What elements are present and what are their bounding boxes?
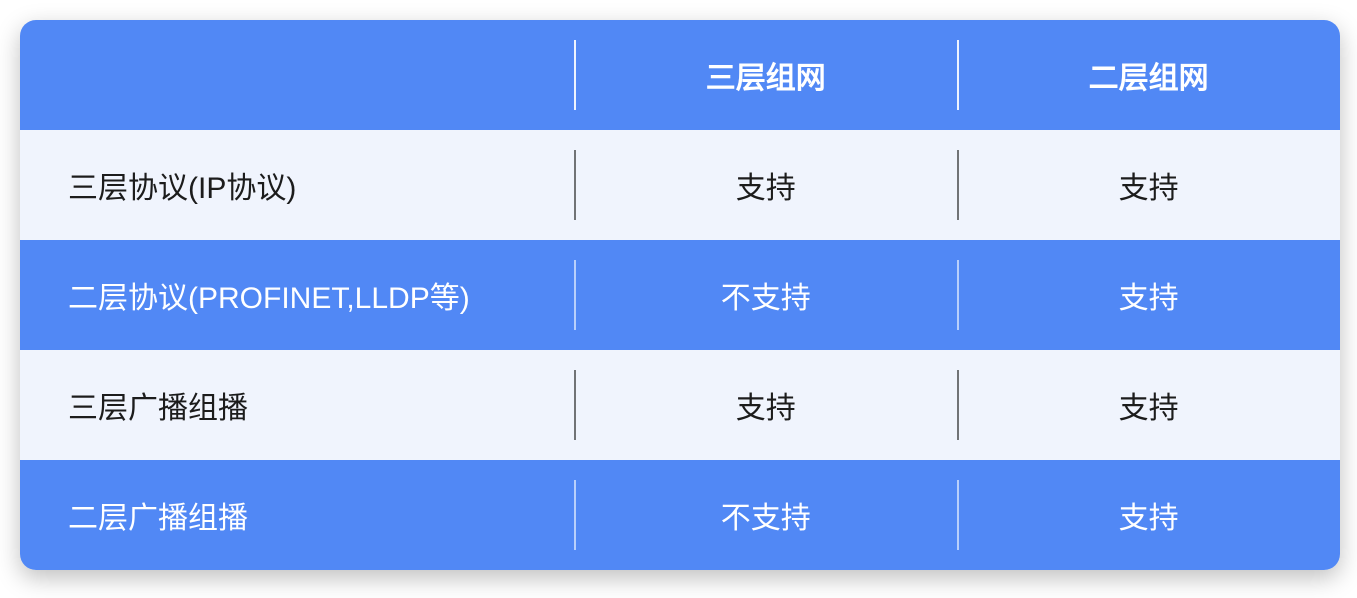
table-row: 二层协议(PROFINET,LLDP等) 不支持 支持 xyxy=(20,240,1340,350)
header-cell-l2: 二层组网 xyxy=(957,20,1340,130)
table-row: 三层协议(IP协议) 支持 支持 xyxy=(20,130,1340,240)
table-row: 三层广播组播 支持 支持 xyxy=(20,350,1340,460)
row-label: 三层广播组播 xyxy=(20,350,574,460)
row-value: 支持 xyxy=(957,350,1340,460)
row-label: 二层协议(PROFINET,LLDP等) xyxy=(20,240,574,350)
table: 三层组网 二层组网 三层协议(IP协议) 支持 支持 二层协议(PROFINET… xyxy=(20,20,1340,570)
table-row: 二层广播组播 不支持 支持 xyxy=(20,460,1340,570)
row-value: 支持 xyxy=(574,130,957,240)
row-value: 不支持 xyxy=(574,460,957,570)
comparison-table: 三层组网 二层组网 三层协议(IP协议) 支持 支持 二层协议(PROFINET… xyxy=(20,20,1340,570)
row-value: 不支持 xyxy=(574,240,957,350)
row-label: 三层协议(IP协议) xyxy=(20,130,574,240)
header-cell-empty xyxy=(20,20,574,130)
header-cell-l3: 三层组网 xyxy=(574,20,957,130)
row-value: 支持 xyxy=(957,460,1340,570)
row-value: 支持 xyxy=(574,350,957,460)
row-label: 二层广播组播 xyxy=(20,460,574,570)
table-header-row: 三层组网 二层组网 xyxy=(20,20,1340,130)
row-value: 支持 xyxy=(957,240,1340,350)
row-value: 支持 xyxy=(957,130,1340,240)
